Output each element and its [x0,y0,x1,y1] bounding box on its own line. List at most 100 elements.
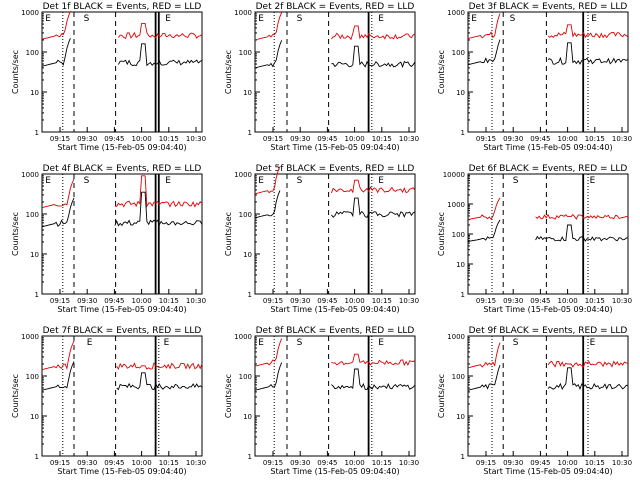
marker-letter: S [510,14,516,24]
y-axis-label: Counts/sec [11,374,20,418]
marker-letter: E [258,14,264,24]
lld-series-line [467,13,629,40]
events-series-line [41,361,203,391]
y-tick-label: 1000 [21,333,39,341]
events-series-line [254,190,416,219]
marker-letter: E [258,176,264,186]
x-tick-label: 10:00 [345,135,365,143]
y-tick-label: 1 [461,291,465,299]
lld-series-line [467,197,629,220]
events-series-line [41,38,203,67]
marker-letter: E [378,176,384,186]
x-tick-label: 10:30 [612,135,632,143]
x-tick-label: 10:15 [372,297,392,305]
x-tick-label: 09:15 [263,297,283,305]
y-tick-label: 1 [248,291,252,299]
y-tick-label: 10 [30,89,39,97]
events-series-line [467,219,629,243]
x-tick-label: 10:15 [585,297,605,305]
x-tick-label: 10:00 [558,135,578,143]
chart-title: Det 4f BLACK = Events, RED = LLD [43,164,202,174]
x-tick-label: 10:15 [159,459,179,467]
x-tick-label: 09:15 [476,297,496,305]
x-tick-label: 09:30 [290,459,310,467]
x-tick-label: 10:00 [345,459,365,467]
x-tick-label: 10:00 [132,459,152,467]
y-tick-label: 1000 [234,9,252,17]
x-tick-label: 09:30 [77,297,97,305]
chart-title: Det 1f BLACK = Events, RED = LLD [43,2,202,12]
events-series-line [467,364,629,391]
marker-letter: E [165,14,171,24]
x-tick-label: 09:15 [476,459,496,467]
y-tick-label: 1 [35,291,39,299]
x-tick-label: 09:15 [263,459,283,467]
y-tick-label: 10 [456,413,465,421]
x-axis-label: Start Time (15-Feb-05 09:04:40) [483,305,612,314]
marker-letter: S [297,14,303,24]
x-tick-label: 10:30 [399,459,419,467]
y-tick-label: 1000 [447,9,465,17]
lld-series-line [254,166,416,195]
chart-panel: Det 5f BLACK = Events, RED = LLD 1 10 100 10… [224,164,419,314]
x-axis-label: Start Time (15-Feb-05 09:04:40) [270,143,399,152]
lld-series-line [41,340,203,371]
y-tick-label: 100 [452,49,465,57]
marker-letter: E [45,176,51,186]
x-axis-label: Start Time (15-Feb-05 09:04:40) [483,467,612,476]
x-axis-label: Start Time (15-Feb-05 09:04:40) [57,143,186,152]
x-tick-label: 10:30 [612,297,632,305]
chart-panel: Det 1f BLACK = Events, RED = LLD 1 10 100 10… [11,2,206,152]
y-axis-label: Counts/sec [11,212,20,256]
chart-panel: Det 4f BLACK = Events, RED = LLD 1 10 100 10… [11,164,206,314]
chart-title: Det 7f BLACK = Events, RED = LLD [43,326,202,336]
x-tick-label: 10:15 [372,459,392,467]
y-tick-label: 100 [239,373,252,381]
x-axis-label: Start Time (15-Feb-05 09:04:40) [57,305,186,314]
y-tick-label: 1 [461,129,465,137]
chart-title: Det 3f BLACK = Events, RED = LLD [469,2,628,12]
plot-frame [41,173,203,295]
x-tick-label: 09:30 [77,135,97,143]
y-tick-label: 100 [239,49,252,57]
y-axis-label: Counts/sec [11,50,20,94]
x-tick-label: 09:30 [503,135,523,143]
y-tick-label: 100 [452,231,465,239]
x-tick-label: 09:15 [50,135,70,143]
y-tick-label: 100 [239,211,252,219]
plot-frame [467,11,629,133]
marker-letter: E [378,338,384,348]
lld-series-line [254,12,416,41]
x-tick-label: 09:15 [50,459,70,467]
x-tick-label: 10:15 [585,459,605,467]
events-series-line [254,40,416,69]
chart-panel: Det 6f BLACK = Events, RED = LLD 1 10 100 10… [437,164,632,314]
marker-letter: E [378,14,384,24]
x-tick-label: 09:45 [317,297,337,305]
marker-letter: E [165,176,171,186]
x-tick-label: 09:45 [104,297,124,305]
x-tick-label: 09:15 [476,135,496,143]
x-tick-label: 09:45 [317,459,337,467]
y-tick-label: 1000 [21,9,39,17]
chart-panel: Det 2f BLACK = Events, RED = LLD 1 10 100 10… [224,2,419,152]
lld-series-line [41,175,203,209]
y-tick-label: 100 [26,49,39,57]
x-tick-label: 10:00 [132,135,152,143]
x-tick-label: 10:30 [612,459,632,467]
marker-letter: E [45,14,51,24]
x-tick-label: 09:45 [317,135,337,143]
y-axis-label: Counts/sec [437,212,446,256]
x-tick-label: 10:15 [159,135,179,143]
plot-frame [254,11,416,133]
marker-letter: S [297,176,303,186]
y-tick-label: 100 [26,211,39,219]
x-tick-label: 10:00 [132,297,152,305]
x-tick-label: 09:45 [104,459,124,467]
x-tick-label: 09:30 [503,459,523,467]
chart-panel: Det 3f BLACK = Events, RED = LLD 1 10 100 10… [437,2,632,152]
x-tick-label: 09:45 [530,297,550,305]
chart-panel: Det 9f BLACK = Events, RED = LLD 1 10 100 10… [437,326,632,476]
